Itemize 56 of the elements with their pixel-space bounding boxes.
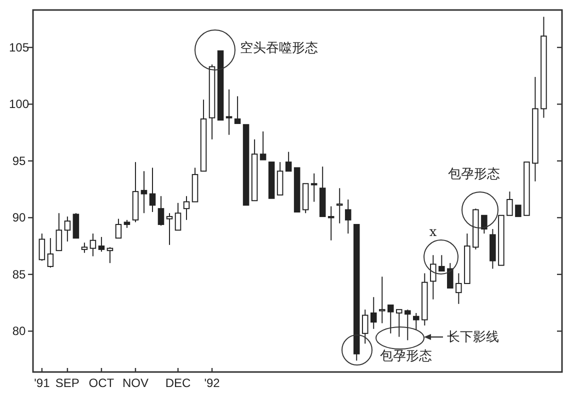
- candlestick: [234, 96, 241, 124]
- candlestick: [183, 196, 190, 220]
- annotation: 长下影线: [447, 330, 499, 345]
- candlestick: [158, 196, 164, 226]
- candlestick: [226, 88, 232, 136]
- candlestick: [47, 238, 54, 268]
- candlestick: [378, 276, 386, 324]
- candlestick: [456, 272, 462, 304]
- x-tick-label: NOV: [122, 376, 148, 390]
- candlestick: [413, 312, 420, 331]
- x-tick-label: SEP: [55, 376, 80, 390]
- candlestick: [90, 233, 96, 257]
- candlestick: [438, 254, 445, 272]
- candlestick: [72, 212, 80, 239]
- candlestick: [387, 304, 394, 334]
- candlestick: [336, 188, 343, 224]
- x-tick-label: DEC: [165, 376, 192, 390]
- candlestick: [515, 204, 522, 218]
- y-tick-label: 80: [12, 324, 26, 338]
- candlestick: [404, 309, 411, 341]
- candlestick: [344, 199, 352, 234]
- candlestick: [396, 309, 402, 338]
- candlestick: [506, 191, 513, 216]
- candlestick: [362, 309, 368, 344]
- candlestick: [481, 214, 488, 234]
- x-tick-label: OCT: [88, 376, 115, 390]
- candlestick: [174, 202, 182, 231]
- candlestick: [328, 206, 334, 241]
- candlestick: [38, 233, 46, 262]
- annotation: 空头吞噬形态: [240, 41, 318, 56]
- y-tick-label: 105: [8, 40, 30, 54]
- candlestick: [276, 162, 284, 196]
- candlestick: [310, 172, 318, 202]
- annotation: x: [429, 225, 438, 240]
- x-tick-label: '91: [34, 376, 50, 390]
- candlestick: [370, 296, 377, 330]
- y-tick-label: 100: [8, 97, 30, 112]
- annotation: 包孕形态: [448, 167, 500, 182]
- y-tick-label: 85: [12, 267, 26, 282]
- y-tick-label: 95: [12, 154, 26, 168]
- candlestick: [149, 167, 156, 212]
- candlestick: [430, 254, 436, 300]
- candlestick: [64, 216, 71, 242]
- candlestick: [106, 246, 114, 264]
- candlestick: [140, 170, 148, 214]
- candlestick: [115, 218, 122, 239]
- candlestick: [166, 212, 173, 246]
- candlestick: [81, 242, 88, 254]
- candlestick: [260, 130, 266, 160]
- y-tick-label: 90: [12, 210, 26, 225]
- x-tick-label: '92: [204, 376, 220, 390]
- candlestick: [98, 236, 105, 252]
- candlestick: [56, 212, 62, 252]
- candlestick: [285, 151, 292, 172]
- annotation: 包孕形态: [380, 349, 432, 364]
- candlestick: [447, 262, 454, 289]
